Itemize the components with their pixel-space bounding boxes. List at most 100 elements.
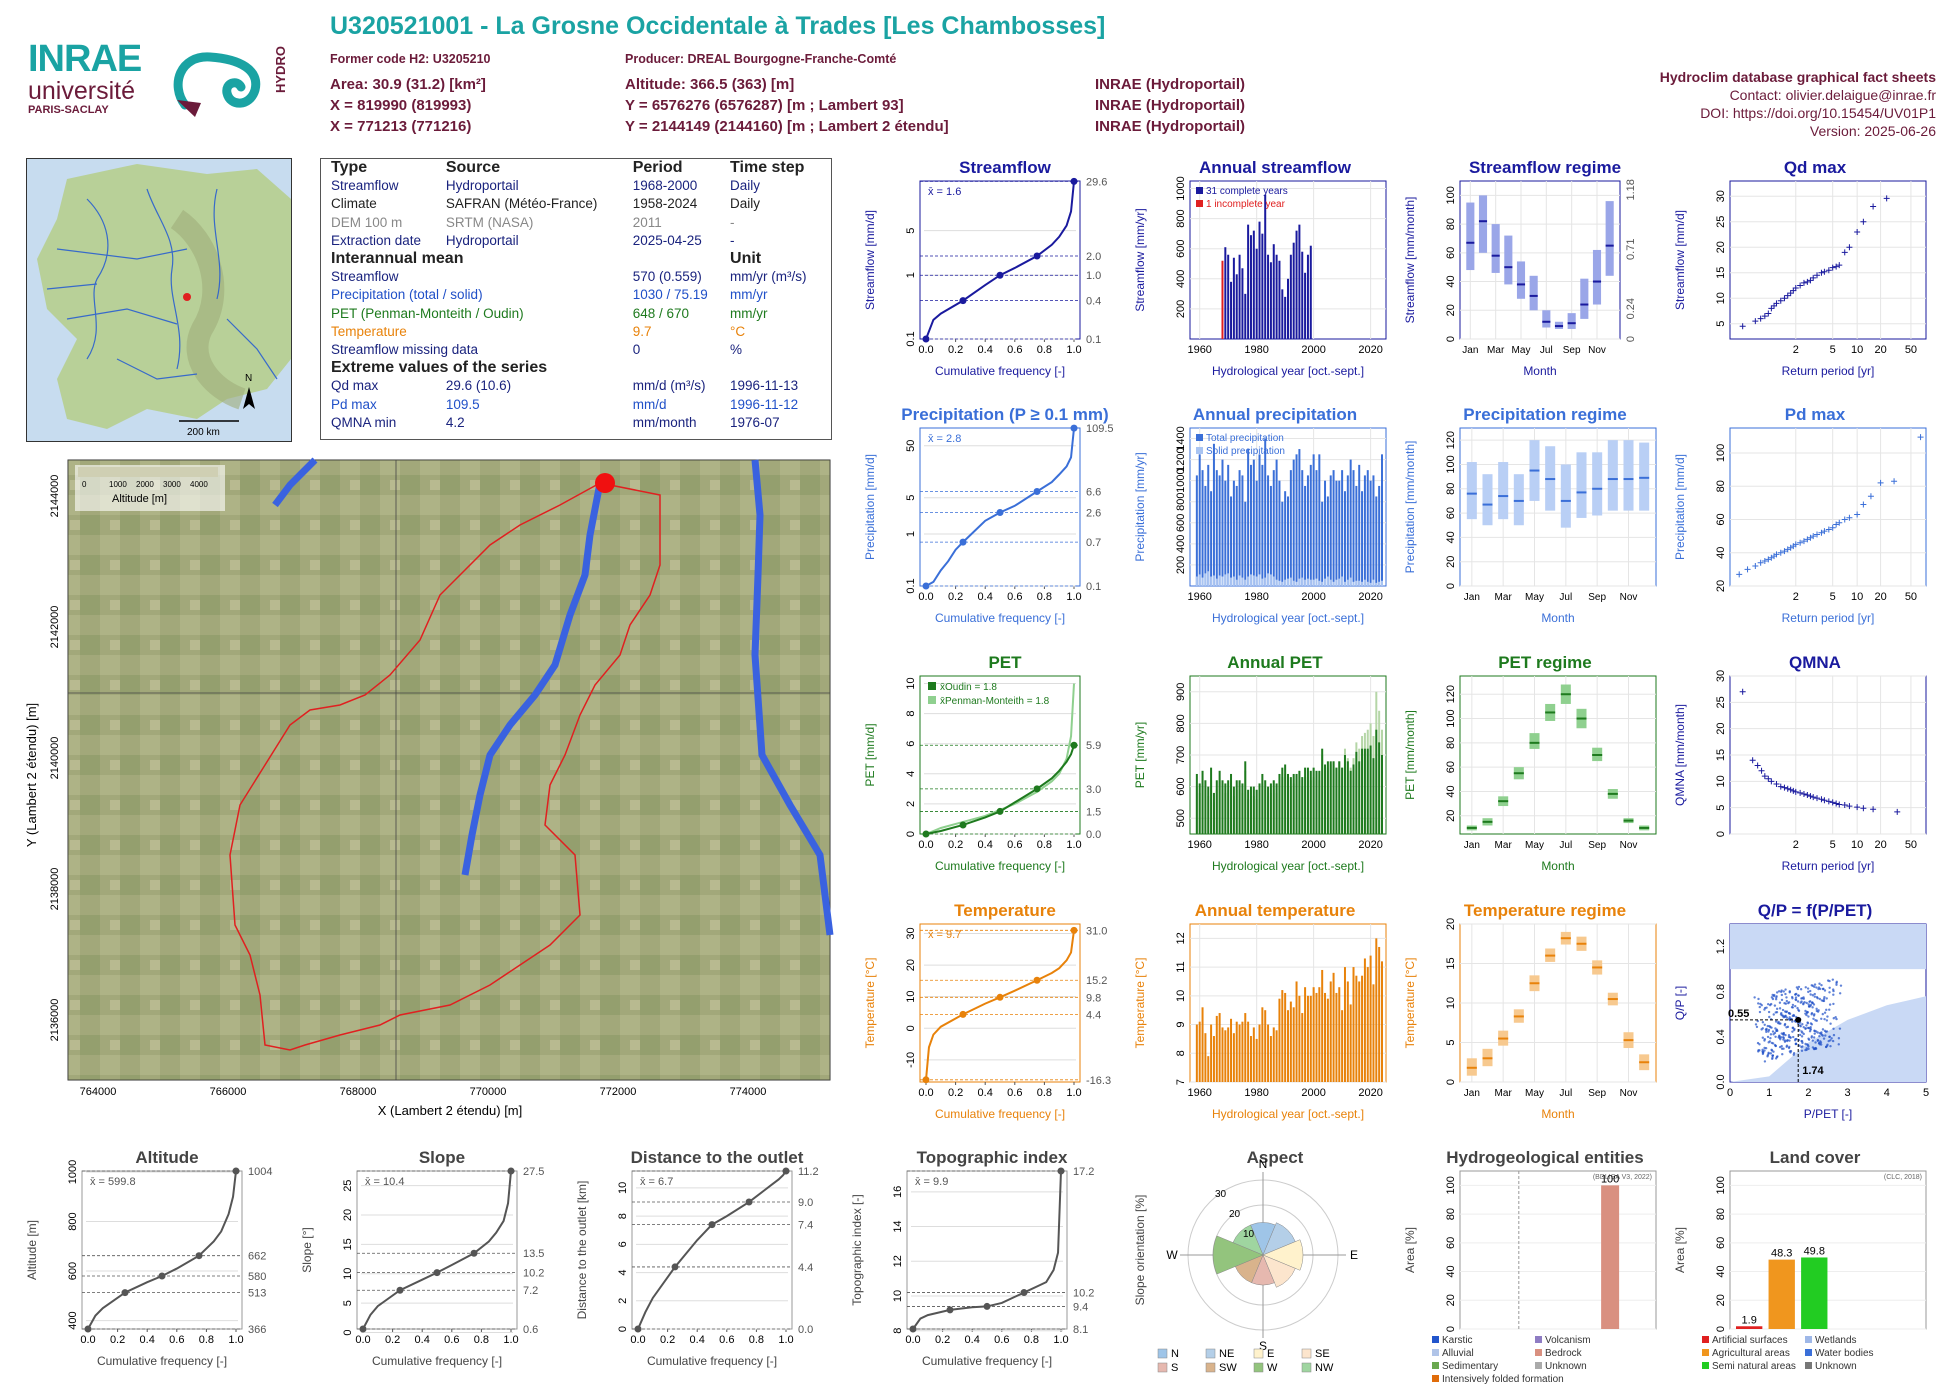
tick-label: Nov bbox=[1620, 592, 1638, 603]
bar-solid bbox=[1284, 579, 1287, 586]
north-arrow-icon bbox=[243, 387, 255, 409]
tick-label: 15 bbox=[1715, 749, 1727, 761]
producer: Producer: DREAL Bourgogne-Franche-Comté bbox=[625, 52, 897, 66]
data-point bbox=[1810, 274, 1817, 281]
bar-solid bbox=[1326, 576, 1329, 586]
bar bbox=[1363, 475, 1366, 586]
bar bbox=[1301, 1013, 1304, 1082]
y-axis-label: Area [%] bbox=[1403, 1227, 1417, 1273]
credits-doi[interactable]: DOI: https://doi.org/10.15454/UV01P1 bbox=[1700, 105, 1936, 121]
mean-unit: mm/yr bbox=[730, 287, 768, 303]
data-point bbox=[1736, 571, 1743, 578]
data-point bbox=[1797, 282, 1804, 289]
scatter-point bbox=[1781, 1008, 1785, 1012]
scatter-point bbox=[1758, 1005, 1761, 1009]
tick-label: 600 bbox=[1175, 514, 1187, 532]
legend-swatch bbox=[1535, 1349, 1542, 1356]
scatter-point bbox=[1791, 1026, 1794, 1030]
bar-solid bbox=[1301, 577, 1304, 586]
bar bbox=[1369, 745, 1372, 834]
credits-version: Version: 2025-06-26 bbox=[1809, 123, 1936, 139]
src-2: INRAE (Hydroportail) bbox=[1095, 97, 1245, 114]
bar bbox=[1244, 761, 1247, 834]
bar bbox=[1201, 470, 1204, 586]
tick-label: 40 bbox=[1445, 1265, 1457, 1277]
x-lambert93: X = 819990 (819993) bbox=[330, 97, 472, 114]
scatter-point bbox=[1804, 1009, 1807, 1013]
scatter-point bbox=[1787, 1046, 1791, 1050]
data-point bbox=[1870, 203, 1877, 210]
bar bbox=[1284, 296, 1287, 339]
bar bbox=[1346, 761, 1349, 834]
tick-label: 10 bbox=[1175, 990, 1187, 1002]
data-point bbox=[1833, 800, 1840, 807]
box bbox=[1542, 310, 1551, 328]
bar bbox=[1235, 780, 1238, 834]
scatter-point bbox=[1837, 1037, 1841, 1040]
legend-swatch bbox=[1432, 1336, 1439, 1343]
chart-title: Distance to the outlet bbox=[631, 1148, 804, 1167]
plot-frame bbox=[1729, 1170, 1927, 1330]
scatter-point bbox=[1808, 1000, 1811, 1004]
bar bbox=[1252, 1027, 1255, 1082]
bar-solid bbox=[1335, 579, 1338, 586]
bar bbox=[1332, 972, 1335, 1082]
legend-label: Wetlands bbox=[1815, 1335, 1857, 1346]
bar bbox=[1372, 758, 1375, 834]
bar bbox=[1292, 242, 1295, 339]
tick-label: 0.2 bbox=[948, 839, 963, 851]
data-point bbox=[1846, 514, 1853, 521]
bar-solid bbox=[1363, 579, 1366, 586]
bar-solid bbox=[1315, 578, 1318, 586]
bar-solid bbox=[1261, 578, 1264, 586]
bar bbox=[1272, 1027, 1275, 1082]
col-period: Period bbox=[632, 159, 683, 176]
bar bbox=[1247, 789, 1250, 834]
bar bbox=[1267, 786, 1270, 834]
bar-value-label: 48.3 bbox=[1771, 1248, 1792, 1260]
bar bbox=[1287, 1010, 1289, 1082]
quantile-point bbox=[909, 1325, 917, 1333]
scatter-point bbox=[1774, 998, 1778, 1001]
chart-aspect: Aspect N E S W 10 20 30 Slope orientation [%] N NE… bbox=[1128, 1145, 1398, 1385]
scatter-point bbox=[1797, 1009, 1801, 1013]
bar bbox=[1361, 491, 1364, 586]
bar bbox=[1198, 454, 1201, 586]
tick-label: 0.4 bbox=[965, 1334, 980, 1346]
outlet-marker bbox=[595, 473, 615, 493]
bar bbox=[1238, 254, 1241, 339]
tick-label: 0.4 bbox=[415, 1334, 430, 1346]
bar bbox=[1269, 485, 1272, 586]
data-point bbox=[1836, 262, 1843, 269]
tick-label: 2020 bbox=[1358, 839, 1382, 851]
bar bbox=[1275, 1030, 1278, 1082]
scatter-point bbox=[1788, 991, 1791, 994]
right-tick-label: 580 bbox=[248, 1271, 266, 1283]
bar bbox=[1269, 1036, 1272, 1082]
y-axis-label: Topographic index [-] bbox=[850, 1194, 864, 1305]
ext-name: QMNA min bbox=[331, 414, 397, 430]
right-tick-label: -16.3 bbox=[1086, 1075, 1111, 1087]
credits-title: Hydroclim database graphical fact sheets bbox=[1659, 69, 1936, 85]
mean-val: 570 (0.559) bbox=[632, 269, 702, 285]
tick-label: 4 bbox=[905, 771, 917, 777]
legend-label: Intensively folded formation bbox=[1442, 1374, 1564, 1385]
basin-xtick-label: 764000 bbox=[80, 1086, 117, 1098]
chart-svg: Temperature Temperature [°C] Cumulative fr… bbox=[863, 901, 1111, 1121]
tick-label: 200 bbox=[1175, 300, 1187, 318]
bar bbox=[1801, 1257, 1828, 1329]
y-axis-label: Precipitation [mm/yr] bbox=[1133, 452, 1147, 561]
y-lambert93: Y = 6576276 (6576287) [m ; Lambert 93] bbox=[625, 97, 904, 114]
legend-label: NE bbox=[1219, 1348, 1234, 1360]
scatter-point bbox=[1784, 1015, 1787, 1018]
scatter-point bbox=[1816, 1031, 1819, 1034]
chart-svg: Precipitation (P ≥ 0.1 mm) Precipitation … bbox=[863, 405, 1114, 625]
bar-solid bbox=[1298, 578, 1301, 586]
bar bbox=[1224, 247, 1227, 339]
bar bbox=[1278, 773, 1281, 834]
data-point bbox=[1777, 783, 1784, 790]
chart-title: Precipitation regime bbox=[1463, 405, 1626, 424]
bar bbox=[1221, 780, 1224, 834]
tick-label: Jul bbox=[1559, 592, 1572, 603]
